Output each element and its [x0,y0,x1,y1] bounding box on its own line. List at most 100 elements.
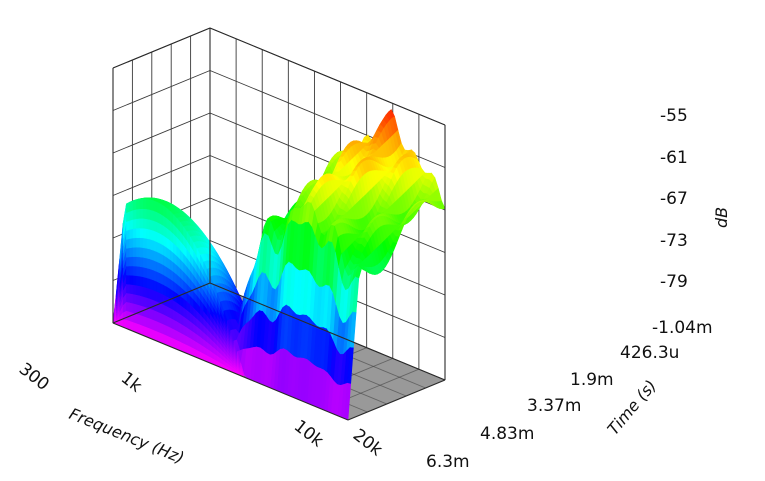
x-tick-label: 1k [117,368,146,397]
surface-curtain [153,230,157,243]
surface-curtain [149,238,154,251]
surface-curtain [126,265,131,276]
surface-curtain [159,203,164,217]
surface-curtain [126,283,131,294]
surface-curtain [156,300,161,314]
surface-curtain [146,218,151,230]
surface-curtain [129,293,134,304]
surface-curtain [166,325,171,338]
surface-curtain [156,261,161,274]
surface-curtain [149,308,154,321]
surface-curtain [153,220,157,233]
z-tick-label: -67 [660,189,688,209]
y-tick-label: 1.9m [570,370,614,390]
surface-curtain [132,208,137,220]
frame-edge [209,27,446,126]
z-tick-label: -73 [660,231,688,251]
surface-curtain [126,301,131,313]
surface-curtain [146,228,151,240]
surface-curtain [142,286,147,298]
x-tick-label: 10k [290,416,327,451]
surface-curtain [136,265,141,277]
spectrum-surface [112,109,446,421]
y-tick-label: 4.83m [480,424,534,444]
surface-curtain [142,227,147,239]
surface-curtain [132,227,137,239]
surface-curtain [126,292,131,303]
surface-curtain [129,311,134,323]
surface-curtain [129,237,134,249]
surface-curtain [126,256,131,267]
surface-curtain [149,278,154,291]
surface-curtain [153,249,157,262]
surface-curtain [153,279,157,292]
frame-edge [112,322,349,421]
surface-curtain [126,274,131,285]
surface-curtain [156,241,161,254]
surface-curtain [129,219,134,230]
y-tick-label: -1.04m [652,318,713,338]
surface-curtain [146,277,151,290]
x-tick-label: 300 [15,359,53,395]
surface-curtain [142,315,147,328]
frame-edge [112,27,211,69]
surface-curtain [159,322,164,335]
surface-curtain [156,281,161,294]
surface-curtain [132,218,137,229]
x-axis-title: Frequency (Hz) [67,404,187,467]
surface-curtain [149,199,154,211]
surface-curtain [126,247,131,258]
surface-curtain [139,256,144,268]
surface-curtain [139,314,144,327]
surface-curtain [136,198,141,210]
surface-curtain [149,209,154,221]
surface-curtain [139,218,144,229]
surface-curtain [146,247,151,260]
surface-curtain [129,284,134,295]
surface-curtain [142,237,147,249]
surface-curtain [146,316,151,329]
frame-edge [209,282,446,381]
surface-curtain [129,302,134,314]
surface-curtain [126,201,131,214]
surface-curtain [129,209,134,221]
surface-curtain [149,229,154,241]
z-tick-label: -61 [660,148,688,168]
left-wall-gridline [112,155,211,196]
surface-curtain [142,257,147,269]
surface-curtain [156,251,161,264]
surface-curtain [142,276,147,289]
surface-curtain [142,208,147,220]
surface-curtain [146,257,151,270]
surface-curtain [149,288,154,301]
surface-curtain [139,227,144,239]
surface-curtain [142,305,147,318]
surface-curtain [136,246,141,258]
surface-curtain [129,274,134,285]
surface-curtain [153,309,157,322]
surface-curtain [153,269,157,282]
surface-curtain [149,219,154,231]
surface-curtain [132,293,137,305]
surface-curtain [156,310,161,323]
surface-curtain [136,294,141,306]
surface-curtain [153,289,157,302]
frame-edge [112,282,211,324]
surface-curtain [136,275,141,287]
frame-edge [347,379,446,421]
y-tick-label: 6.3m [426,452,470,472]
surface-curtain [129,200,134,212]
surface-curtain [240,362,245,375]
surface-curtain [149,248,154,261]
surface-curtain [159,302,164,315]
y-tick-label: 3.37m [527,396,581,416]
surface-curtain [129,256,134,267]
surface-curtain [129,247,134,258]
surface-curtain [146,297,151,309]
surface-curtain [156,320,161,333]
surface-curtain [139,247,144,258]
surface-curtain [139,275,144,288]
surface-curtain [139,295,144,307]
surface-curtain [156,211,161,224]
